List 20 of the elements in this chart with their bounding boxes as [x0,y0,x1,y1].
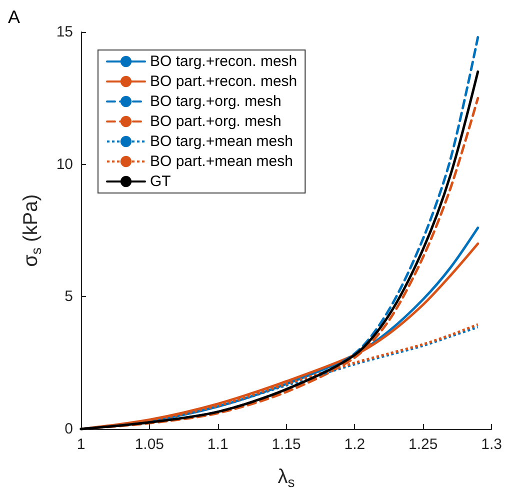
legend-label: BO targ.+mean mesh [150,133,293,150]
legend-label: BO targ.+org. mesh [150,93,282,110]
legend-label: BO part.+mean mesh [150,153,293,170]
y-tick-label: 15 [56,24,73,40]
x-tick-label: 1.3 [481,436,502,453]
x-tick-label: 1.2 [344,436,366,453]
y-tick-label: 5 [64,288,73,306]
x-tick-label: 1.1 [207,436,228,453]
x-tick-label: 1.05 [134,436,164,453]
text: A [8,7,20,27]
legend-label: BO targ.+recon. mesh [150,53,298,70]
legend-label: BO part.+recon. mesh [150,73,298,90]
y-tick-label: 0 [64,420,73,438]
y-axis-title: σs (kPa) [20,194,44,267]
y-tick-label: 10 [56,156,73,173]
x-tick-label: 1.25 [408,436,438,453]
legend-label: GT [150,173,171,190]
legend-label: BO part.+org. mesh [150,113,282,130]
x-tick-label: 1.15 [272,436,301,453]
x-tick-label: 1 [76,436,86,453]
